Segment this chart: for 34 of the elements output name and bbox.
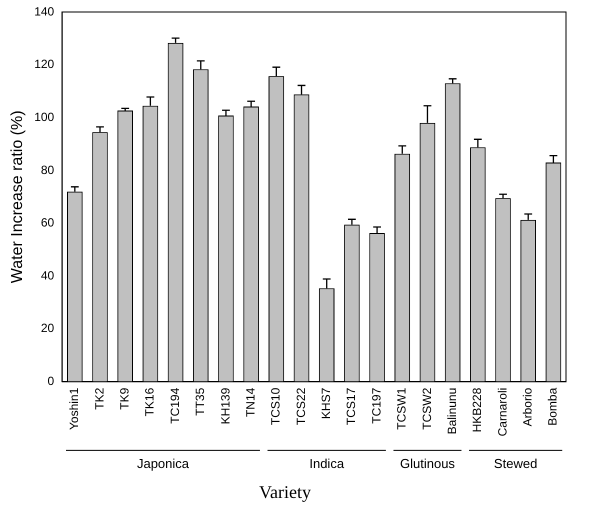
x-tick-label: TK16 (142, 387, 157, 416)
x-tick-label: KHS7 (319, 387, 334, 420)
y-tick-label: 120 (34, 57, 55, 72)
x-tick-label: Yoshin1 (67, 387, 82, 430)
x-tick-label: TCS22 (294, 387, 308, 426)
x-tick-label: KH139 (218, 387, 232, 424)
x-tick-label: TCSW2 (420, 387, 434, 430)
x-tick-label: TT35 (193, 387, 208, 416)
y-tick-label: 60 (40, 216, 55, 230)
text: Japonica (136, 456, 190, 471)
y-tick-label: 40 (40, 268, 55, 282)
text: Stewed (494, 456, 538, 471)
x-tick-label: Balinunu (444, 388, 459, 434)
text: Indica (309, 456, 345, 471)
y-axis-title: Water Increase ratio (%) (9, 110, 26, 284)
y-tick-label: 20 (40, 321, 55, 336)
y-tick-label: 80 (40, 162, 55, 177)
x-tick-label: Carnaroli (495, 388, 510, 436)
x-axis-title: Variety (259, 482, 311, 502)
x-tick-label: Bomba (546, 387, 560, 426)
x-tick-label: Arborio (520, 387, 535, 426)
x-tick-label: TC194 (168, 387, 182, 424)
x-tick-label: TC197 (369, 387, 384, 424)
x-tick-label: TCSW1 (394, 387, 409, 430)
y-tick-label: 140 (34, 4, 55, 18)
y-tick-label: 100 (34, 110, 55, 124)
x-tick-label: TK2 (92, 387, 106, 410)
text: Glutinous (400, 456, 456, 471)
x-tick-label: HKB228 (470, 387, 484, 432)
x-tick-label: TCS10 (268, 387, 283, 426)
x-tick-label: TCS17 (344, 387, 358, 426)
x-tick-label: TK9 (118, 387, 132, 410)
x-tick-label: TN14 (243, 387, 258, 418)
y-tick-label: 0 (48, 374, 55, 388)
